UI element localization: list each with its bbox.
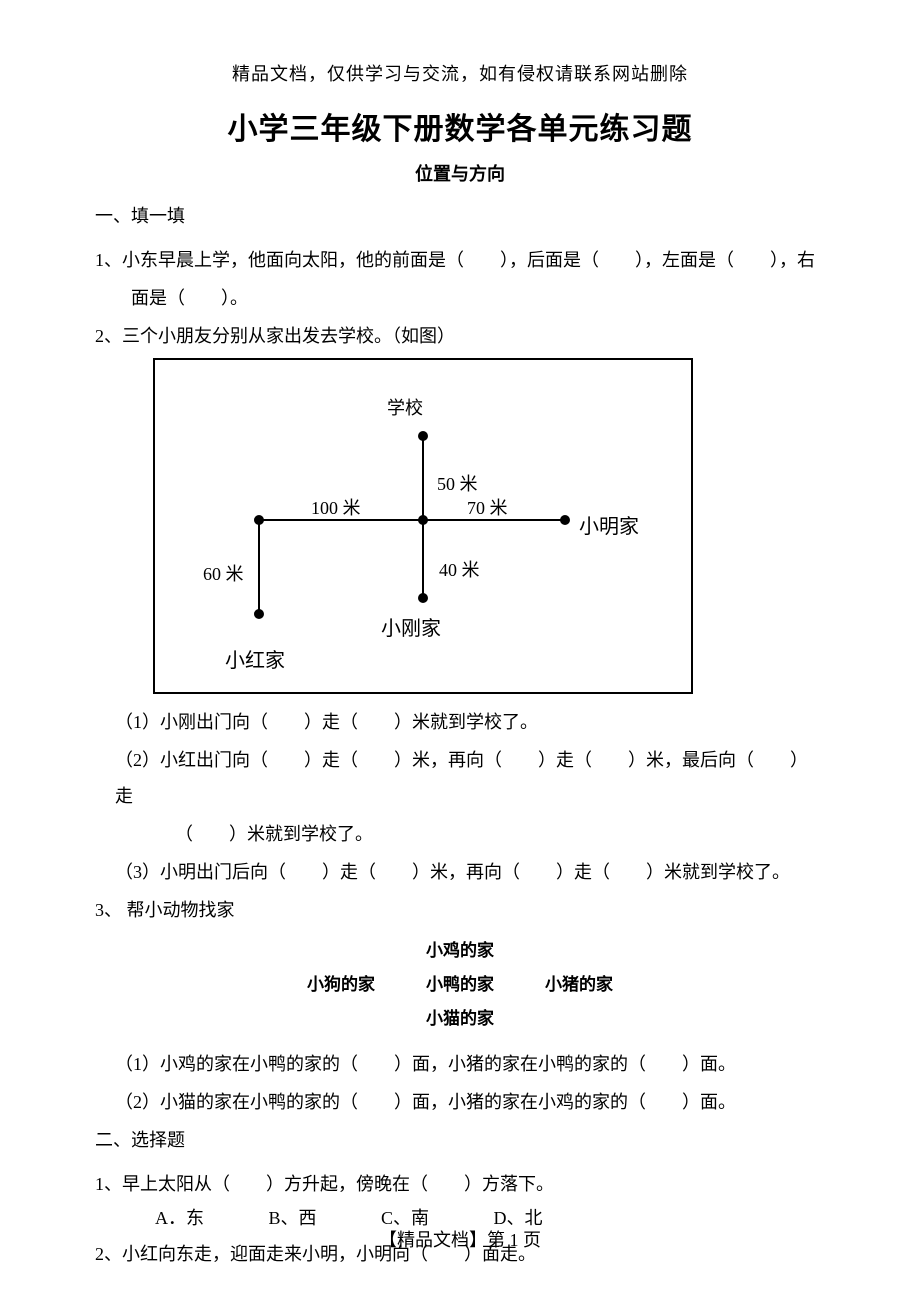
section-1-heading: 一、填一填 (95, 202, 825, 228)
diagram-container: 学校 50 米 100 米 70 米 60 米 40 米 小明家 小刚家 小红家 (153, 358, 825, 694)
question-3: 3、 帮小动物找家 (95, 892, 825, 928)
animals-row3: 小猫的家 (95, 1002, 825, 1036)
label-50m: 50 米 (437, 470, 478, 496)
header-notice: 精品文档，仅供学习与交流，如有侵权请联系网站删除 (95, 60, 825, 86)
question-3-1: （1）小鸡的家在小鸭的家的（ ）面，小猪的家在小鸭的家的（ ）面。 (95, 1046, 825, 1082)
question-2-3: （3）小明出门后向（ ）走（ ）米，再向（ ）走（ ）米就到学校了。 (95, 854, 825, 890)
question-2-2b: （ ）米就到学校了。 (95, 816, 825, 852)
animals-row1: 小鸡的家 (95, 934, 825, 968)
subtitle: 位置与方向 (95, 160, 825, 186)
label-100m: 100 米 (311, 494, 361, 520)
question-2-2a: （2）小红出门向（ ）走（ ）米，再向（ ）走（ ）米，最后向（ ）走 (95, 742, 825, 814)
label-xiaogang: 小刚家 (381, 612, 441, 641)
question-1-line2: 面是（ ）。 (95, 280, 825, 316)
section-2-heading: 二、选择题 (95, 1126, 825, 1152)
main-title: 小学三年级下册数学各单元练习题 (95, 104, 825, 148)
label-school: 学校 (387, 394, 423, 420)
label-70m: 70 米 (467, 494, 508, 520)
animals-grid: 小鸡的家 小狗的家 小鸭的家 小猪的家 小猫的家 (95, 934, 825, 1036)
question-3-2: （2）小猫的家在小鸭的家的（ ）面，小猪的家在小鸡的家的（ ）面。 (95, 1084, 825, 1120)
question-2: 2、三个小朋友分别从家出发去学校。（如图） (95, 318, 825, 354)
page-footer: 【精品文档】第 1 页 (0, 1226, 920, 1252)
animals-row2: 小狗的家 小鸭的家 小猪的家 (95, 968, 825, 1002)
label-60m: 60 米 (203, 560, 244, 586)
question-2-1: （1）小刚出门向（ ）走（ ）米就到学校了。 (95, 704, 825, 740)
label-xiaoming: 小明家 (579, 510, 639, 539)
question-1-line1: 1、小东早晨上学，他面向太阳，他的前面是（ ），后面是（ ），左面是（ ），右 (95, 242, 825, 278)
route-diagram: 学校 50 米 100 米 70 米 60 米 40 米 小明家 小刚家 小红家 (153, 358, 693, 694)
label-40m: 40 米 (439, 556, 480, 582)
label-xiaohong: 小红家 (225, 644, 285, 673)
s2-question-1: 1、早上太阳从（ ）方升起，傍晚在（ ）方落下。 (95, 1166, 825, 1202)
